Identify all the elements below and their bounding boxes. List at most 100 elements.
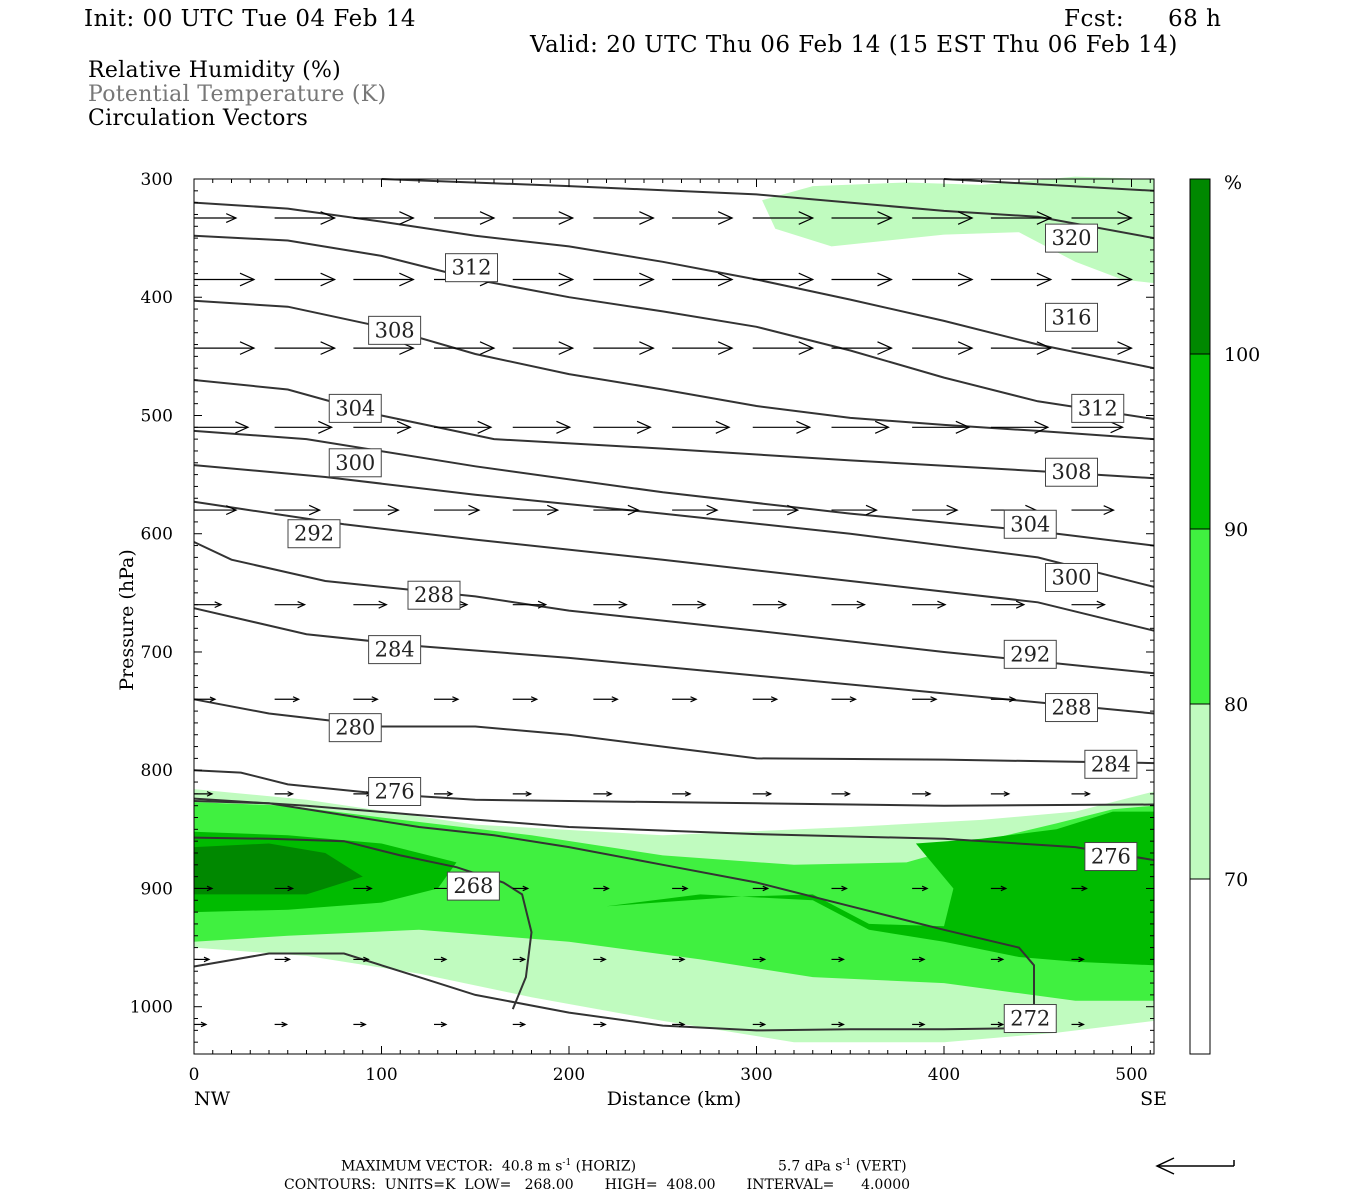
theta-contour-276 <box>193 797 1155 862</box>
circulation-vector <box>434 420 493 434</box>
circulation-vector <box>274 956 292 963</box>
rh-region-80 <box>194 802 1154 1001</box>
circulation-vector <box>593 696 619 703</box>
svg-text:292: 292 <box>1010 642 1050 666</box>
svg-text:300: 300 <box>335 451 375 475</box>
x-tick-label: 0 <box>189 1065 200 1085</box>
svg-text:292: 292 <box>294 522 334 546</box>
circulation-vector <box>1071 956 1085 963</box>
circulation-vector <box>434 211 496 225</box>
contour-label: 284 <box>1084 749 1138 779</box>
init-time: Init: 00 UTC Tue 04 Feb 14 <box>84 6 417 32</box>
circulation-vector <box>194 341 256 355</box>
contour-label: 300 <box>1045 562 1098 592</box>
colorbar-swatch <box>1190 529 1210 704</box>
y-tick-label: 300 <box>141 170 173 190</box>
circulation-vector <box>274 791 295 797</box>
circulation-vector <box>274 341 337 355</box>
circulation-vector <box>593 211 655 225</box>
circulation-vector <box>831 791 851 797</box>
circulation-vector <box>672 211 734 225</box>
circulation-vector <box>990 885 1008 892</box>
colorbar-swatch <box>1190 704 1210 879</box>
x-tick-label: 200 <box>553 1065 585 1085</box>
circulation-vector <box>912 696 938 703</box>
max-vector-label: MAXIMUM VECTOR: 40.8 m s-1 (HORIZ) <box>341 1158 637 1175</box>
contour-label: 276 <box>1084 842 1138 872</box>
svg-text:308: 308 <box>375 318 415 342</box>
contour-label: 316 <box>1045 302 1098 332</box>
contour-label: 308 <box>1045 457 1098 487</box>
max-vector-vert-unit: (VERT) <box>855 1158 907 1175</box>
rh-region-90 <box>606 811 1154 966</box>
colorbar-swatch <box>1190 179 1210 354</box>
circulation-vector <box>752 600 788 609</box>
y-axis-label: Pressure (hPa) <box>116 549 138 691</box>
circulation-vector <box>512 420 572 434</box>
svg-text:312: 312 <box>451 256 491 280</box>
axes-layer: 0 100 200 300 400 500 300 400 500 600 700 800 900 100… <box>130 170 1154 1085</box>
circulation-vector <box>353 600 388 609</box>
circulation-vector <box>672 956 686 963</box>
svg-text:280: 280 <box>335 716 375 740</box>
colorbar: 100 90 80 70 <box>1189 178 1260 1055</box>
circulation-vector <box>353 504 400 516</box>
y-tick-label: 900 <box>141 879 173 899</box>
circulation-vector <box>434 696 460 703</box>
contour-label: 288 <box>407 580 461 610</box>
circulation-vector <box>434 956 448 963</box>
colorbar-swatch <box>1190 354 1210 529</box>
theta-contour-280 <box>193 769 1155 807</box>
theta-contour-332 <box>943 178 1155 192</box>
circulation-vector <box>1071 1021 1085 1028</box>
y-tick-label: 800 <box>141 761 173 781</box>
circulation-vector <box>990 696 1017 703</box>
circulation-vector <box>672 341 734 355</box>
theta-contour-328 <box>381 178 1155 240</box>
circulation-vector <box>274 420 334 434</box>
circulation-vector <box>353 885 373 892</box>
circulation-vector <box>752 272 815 287</box>
y-tick-label: 500 <box>141 406 173 426</box>
vector-layer <box>194 211 1133 1028</box>
circulation-vector <box>194 421 250 434</box>
circulation-vector <box>274 211 337 225</box>
svg-text:284: 284 <box>1091 752 1131 776</box>
circulation-vector <box>672 791 692 797</box>
svg-text:276: 276 <box>1091 845 1131 869</box>
circulation-vector <box>672 1021 686 1028</box>
circulation-vector <box>274 1021 289 1028</box>
y-tick-label: 400 <box>141 288 173 308</box>
circulation-vector <box>990 272 1053 287</box>
contour-label: 276 <box>368 777 422 806</box>
x-axis-label: Distance (km) <box>607 1088 742 1110</box>
circulation-vector <box>434 1021 448 1028</box>
circulation-vector <box>912 504 959 516</box>
circulation-vector <box>831 956 845 963</box>
circulation-vector <box>593 420 652 434</box>
x-tick-label: 300 <box>740 1065 772 1085</box>
forecast-label: Fcst: <box>1064 6 1125 32</box>
contour-label: 308 <box>368 315 422 345</box>
contour-label: 268 <box>446 871 500 901</box>
contour-label: 280 <box>328 713 382 743</box>
circulation-vector <box>990 420 1050 434</box>
circulation-vector <box>752 420 812 434</box>
circulation-vector <box>353 696 379 703</box>
circulation-vector <box>593 272 655 287</box>
circulation-vector <box>593 341 655 355</box>
circulation-vector <box>831 211 893 225</box>
circulation-vector <box>593 885 610 892</box>
circulation-vector <box>831 600 866 609</box>
svg-text:304: 304 <box>335 396 375 420</box>
circulation-vector <box>912 1021 926 1028</box>
circulation-vector <box>990 211 1053 225</box>
contours-info: CONTOURS: UNITS=K LOW= 268.00 HIGH= 408.… <box>284 1177 911 1193</box>
colorbar-unit: % <box>1224 172 1242 194</box>
y-tick-label: 1000 <box>130 998 173 1018</box>
contour-label: 284 <box>368 635 422 665</box>
forecast-hour: 68 h <box>1168 6 1222 32</box>
circulation-vector <box>593 600 628 609</box>
circulation-vector <box>990 600 1026 609</box>
circulation-vector <box>831 696 857 703</box>
